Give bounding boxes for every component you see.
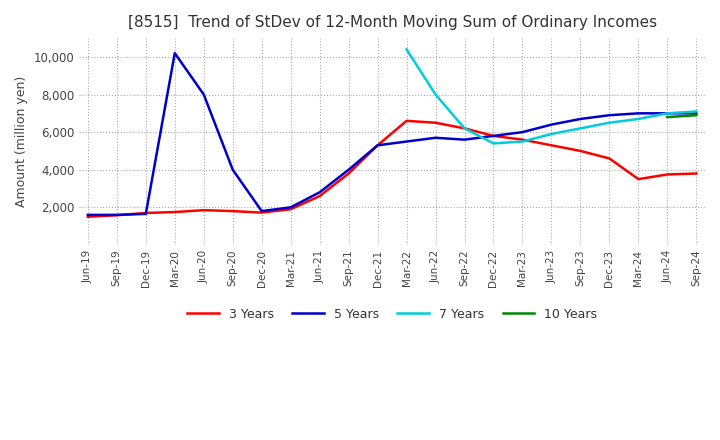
3 Years bbox=[373, 143, 382, 148]
5 Years bbox=[344, 167, 353, 172]
5 Years bbox=[257, 209, 266, 214]
Line: 7 Years: 7 Years bbox=[407, 49, 696, 143]
Line: 10 Years: 10 Years bbox=[667, 115, 696, 117]
5 Years bbox=[576, 116, 585, 121]
3 Years bbox=[112, 213, 121, 218]
7 Years bbox=[518, 139, 527, 144]
3 Years bbox=[402, 118, 411, 124]
7 Years bbox=[431, 92, 440, 97]
3 Years bbox=[547, 143, 556, 148]
5 Years bbox=[171, 51, 179, 56]
5 Years bbox=[489, 133, 498, 139]
5 Years bbox=[547, 122, 556, 127]
3 Years bbox=[692, 171, 701, 176]
7 Years bbox=[460, 126, 469, 131]
3 Years bbox=[228, 209, 237, 214]
7 Years bbox=[634, 116, 643, 121]
5 Years bbox=[634, 111, 643, 116]
5 Years bbox=[315, 190, 324, 195]
Title: [8515]  Trend of StDev of 12-Month Moving Sum of Ordinary Incomes: [8515] Trend of StDev of 12-Month Moving… bbox=[127, 15, 657, 30]
3 Years bbox=[344, 171, 353, 176]
5 Years bbox=[142, 211, 150, 216]
3 Years bbox=[460, 126, 469, 131]
3 Years bbox=[257, 210, 266, 215]
3 Years bbox=[171, 209, 179, 215]
Y-axis label: Amount (million yen): Amount (million yen) bbox=[15, 76, 28, 207]
5 Years bbox=[402, 139, 411, 144]
5 Years bbox=[431, 135, 440, 140]
7 Years bbox=[547, 132, 556, 137]
7 Years bbox=[663, 111, 672, 116]
3 Years bbox=[663, 172, 672, 177]
7 Years bbox=[605, 120, 613, 125]
5 Years bbox=[199, 92, 208, 97]
5 Years bbox=[605, 113, 613, 118]
10 Years bbox=[692, 113, 701, 118]
3 Years bbox=[84, 214, 92, 220]
5 Years bbox=[287, 205, 295, 210]
3 Years bbox=[199, 208, 208, 213]
3 Years bbox=[605, 156, 613, 161]
3 Years bbox=[287, 207, 295, 212]
3 Years bbox=[489, 133, 498, 139]
5 Years bbox=[112, 212, 121, 217]
3 Years bbox=[634, 176, 643, 182]
5 Years bbox=[228, 167, 237, 172]
5 Years bbox=[692, 111, 701, 116]
Line: 5 Years: 5 Years bbox=[88, 53, 696, 215]
5 Years bbox=[84, 212, 92, 217]
Line: 3 Years: 3 Years bbox=[88, 121, 696, 217]
Legend: 3 Years, 5 Years, 7 Years, 10 Years: 3 Years, 5 Years, 7 Years, 10 Years bbox=[182, 303, 602, 326]
3 Years bbox=[576, 148, 585, 154]
3 Years bbox=[518, 137, 527, 142]
10 Years bbox=[663, 114, 672, 120]
5 Years bbox=[663, 111, 672, 116]
5 Years bbox=[373, 143, 382, 148]
7 Years bbox=[402, 47, 411, 52]
7 Years bbox=[576, 126, 585, 131]
5 Years bbox=[518, 129, 527, 135]
7 Years bbox=[489, 141, 498, 146]
5 Years bbox=[460, 137, 469, 142]
3 Years bbox=[315, 194, 324, 199]
3 Years bbox=[142, 210, 150, 216]
7 Years bbox=[692, 109, 701, 114]
3 Years bbox=[431, 120, 440, 125]
